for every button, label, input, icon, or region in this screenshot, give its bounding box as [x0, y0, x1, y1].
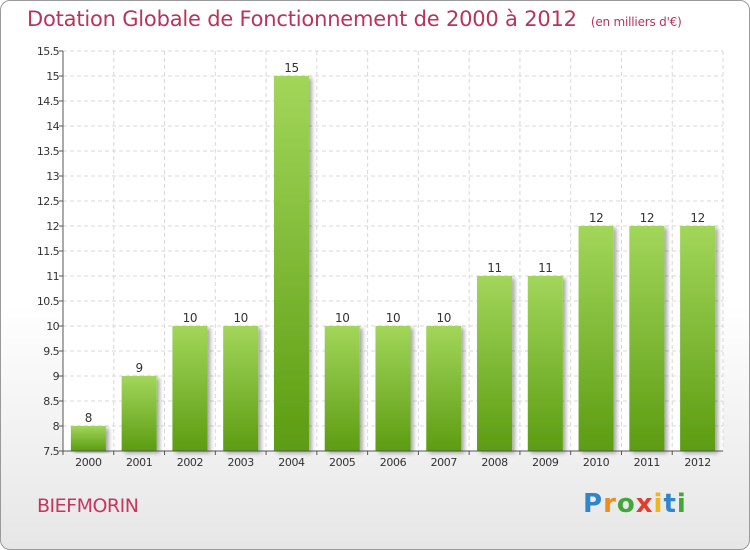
y-tick-label: 13.5: [37, 145, 60, 158]
y-tick-label: 8: [53, 420, 60, 433]
x-tick-label: 2001: [126, 456, 152, 469]
data-label-2010: 12: [589, 211, 603, 225]
bar-2006: [375, 326, 411, 451]
axis-layer: 7.5 8 8.5 9 9.5 10 10.5 11 11.5 12 12.5 13 13.5 14 14.…: [37, 45, 723, 469]
bar-2004: [273, 76, 309, 451]
bar-2011: [629, 226, 665, 451]
commune-name: BIEFMORIN: [37, 495, 139, 517]
y-tick-label: 11.5: [37, 245, 60, 258]
y-tick-label: 11: [46, 270, 59, 283]
data-label-2001: 9: [136, 361, 143, 375]
bar-2002: [172, 326, 208, 451]
proxiti-logo: Proxiti: [583, 489, 687, 519]
x-tick-label: 2004: [278, 456, 305, 469]
y-tick-label: 7.5: [43, 445, 59, 458]
bar-2012: [680, 226, 716, 451]
bar-2009: [527, 276, 563, 451]
y-tick-label: 15: [46, 70, 59, 83]
x-tick-label: 2002: [177, 456, 203, 469]
bar-2000: [70, 426, 106, 451]
y-tick-label: 10.5: [37, 295, 60, 308]
data-label-2002: 10: [183, 311, 197, 325]
y-tick-label: 10: [46, 320, 59, 333]
y-tick-label: 15.5: [37, 45, 60, 58]
data-label-2003: 10: [233, 311, 247, 325]
data-label-2004: 15: [284, 61, 298, 75]
logo-letter: t: [663, 489, 677, 519]
y-tick-label: 12.5: [37, 195, 60, 208]
logo-letter: P: [583, 489, 604, 519]
data-label-2009: 11: [538, 261, 552, 275]
chart-title: Dotation Globale de Fonctionnement de 20…: [27, 7, 682, 31]
logo-letter: o: [616, 489, 636, 519]
x-tick-label: 2005: [329, 456, 356, 469]
bar-2003: [223, 326, 259, 451]
x-tick-label: 2009: [532, 456, 559, 469]
y-tick-label: 13: [46, 170, 59, 183]
y-tick-label: 9.5: [43, 345, 59, 358]
data-label-2000: 8: [85, 411, 92, 425]
y-tick-label: 9: [53, 370, 60, 383]
x-tick-label: 2007: [431, 456, 458, 469]
x-tick-label: 2010: [583, 456, 610, 469]
y-tick-label: 14: [46, 120, 59, 133]
data-label-2006: 10: [386, 311, 400, 325]
y-tick-label: 14.5: [37, 95, 60, 108]
logo-letter: i: [653, 489, 664, 519]
data-label-2005: 10: [335, 311, 349, 325]
bar-2005: [324, 326, 360, 451]
x-tick-label: 2012: [684, 456, 710, 469]
data-label-2007: 10: [437, 311, 451, 325]
chart-subtitle: (en milliers d'€): [590, 15, 682, 29]
chart-title-text: Dotation Globale de Fonctionnement de 20…: [27, 7, 577, 31]
bar-2008: [477, 276, 513, 451]
data-label-2008: 11: [487, 261, 501, 275]
logo-letter: r: [603, 489, 617, 519]
x-tick-label: 2003: [227, 456, 254, 469]
x-tick-label: 2008: [481, 456, 508, 469]
data-label-2011: 12: [640, 211, 654, 225]
x-tick-label: 2006: [380, 456, 407, 469]
bar-layer: [70, 76, 716, 451]
y-tick-label: 8.5: [43, 395, 59, 408]
logo-letter: x: [635, 489, 654, 519]
bar-2010: [578, 226, 614, 451]
logo-letter: i: [676, 489, 687, 519]
bar-2001: [121, 376, 157, 451]
y-tick-label: 12: [46, 220, 59, 233]
bar-2007: [426, 326, 462, 451]
x-tick-label: 2000: [75, 456, 102, 469]
x-tick-label: 2011: [634, 456, 660, 469]
data-label-2012: 12: [690, 211, 704, 225]
